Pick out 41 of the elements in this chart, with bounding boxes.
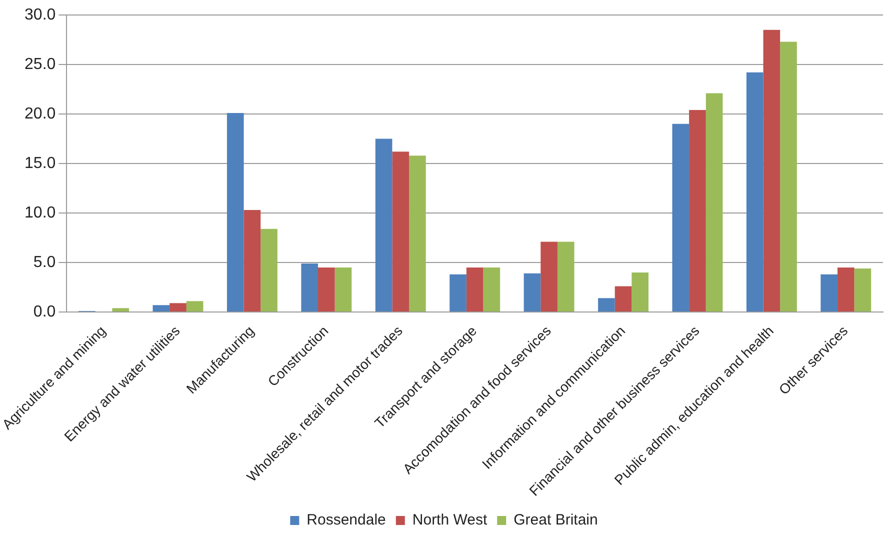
bar [466, 267, 484, 312]
y-tick-label: 30.0 [24, 6, 56, 24]
bar [540, 242, 558, 312]
legend-label: Rossendale [306, 512, 386, 529]
bar [483, 267, 500, 312]
y-tick-label: 20.0 [24, 105, 56, 122]
bar [632, 272, 648, 312]
bar [450, 274, 466, 312]
y-tick-label: 0.0 [33, 303, 56, 320]
bar [780, 42, 797, 312]
bar [524, 273, 541, 312]
bar [598, 298, 615, 312]
bar [392, 152, 410, 312]
legend-label: North West [412, 512, 488, 529]
bar [152, 305, 170, 312]
bar [244, 210, 261, 312]
bar [112, 308, 130, 312]
bar [334, 267, 352, 312]
bar [301, 264, 318, 312]
bar [318, 267, 335, 312]
bar [614, 286, 632, 312]
bar [746, 72, 764, 312]
bar [409, 156, 426, 312]
bar [375, 138, 392, 312]
bar [226, 113, 244, 312]
bar [170, 303, 186, 312]
bar [854, 268, 872, 312]
bar [260, 228, 278, 312]
y-tick-label: 5.0 [33, 254, 56, 271]
bar [672, 124, 690, 312]
bar [837, 267, 854, 312]
y-tick-label: 25.0 [24, 56, 56, 73]
y-tick-label: 10.0 [24, 204, 56, 222]
bar [689, 110, 706, 312]
bar [186, 301, 204, 312]
bar [557, 242, 574, 312]
bar [763, 30, 780, 312]
bar [706, 93, 723, 312]
y-tick-label: 15.0 [24, 154, 56, 172]
bar [820, 274, 838, 312]
legend-label: Great Britain [514, 512, 598, 529]
